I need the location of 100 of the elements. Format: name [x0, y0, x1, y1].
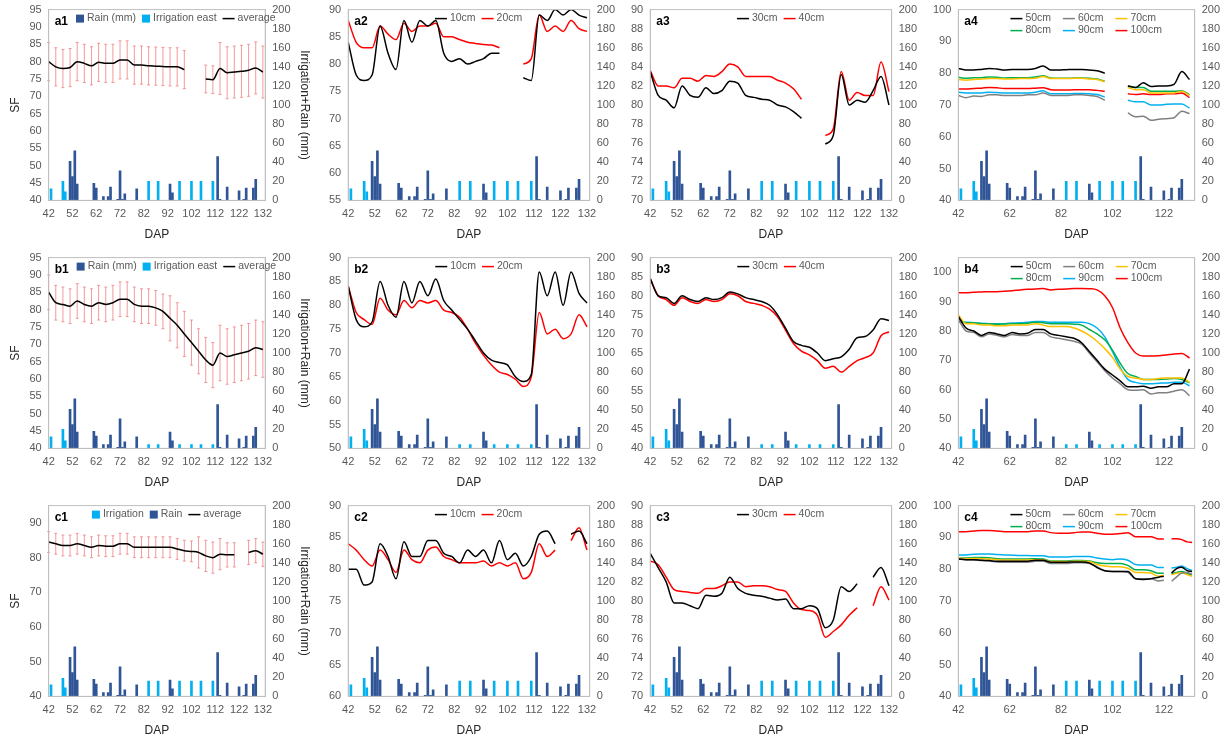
y-tick-label: 90: [328, 498, 342, 511]
y2-tick-label: 20: [1201, 670, 1214, 683]
y-tick-label: 40: [630, 441, 644, 454]
y2-tick-label: 140: [596, 59, 616, 72]
y2-tick-label: 160: [1201, 288, 1221, 301]
y2-tick-label: 180: [272, 269, 291, 282]
y2-tick-label: 80: [596, 613, 609, 626]
x-tick-label: 62: [1003, 207, 1016, 220]
y2-tick-label: 20: [1201, 422, 1214, 435]
y2-tick-label: 100: [898, 594, 918, 607]
legend-label: 10cm: [449, 11, 476, 24]
legend-label: 60cm: [1077, 11, 1104, 24]
x-tick-label: 92: [474, 455, 487, 468]
y-tick-label: 80: [328, 562, 342, 575]
x-tick-label: 82: [750, 455, 763, 468]
y2-tick-label: 200: [272, 498, 291, 511]
y2-tick-label: 20: [898, 422, 911, 435]
y-tick-label: 70: [630, 193, 644, 206]
y-tick-label: 84: [630, 555, 644, 568]
y2-tick-label: 140: [1201, 307, 1221, 320]
y-tick-label: 75: [328, 84, 342, 97]
x-tick-label: 102: [498, 207, 517, 220]
y2-tick-label: 40: [596, 155, 609, 168]
legend-label: 20cm: [496, 507, 523, 520]
x-tick-label: 82: [448, 455, 461, 468]
legend-label: 30cm: [751, 507, 778, 520]
y-tick-label: 65: [328, 369, 342, 382]
y2-tick-label: 120: [1201, 574, 1221, 587]
x-tick-label: 52: [66, 455, 79, 468]
y-tick-label: 78: [630, 117, 644, 130]
y-tick-label: 70: [939, 353, 952, 366]
y2-tick-label: 120: [1201, 78, 1221, 91]
x-axis-title: DAP: [144, 475, 170, 490]
y2-tick-label: 40: [596, 403, 609, 416]
y2-tick-label: 0: [272, 689, 279, 702]
chart-title: b2: [354, 261, 369, 276]
y-tick-label: 80: [939, 562, 952, 575]
y-tick-label: 80: [939, 66, 952, 79]
y-tick-label: 90: [939, 294, 952, 307]
y-tick-label: 50: [29, 406, 42, 419]
y-tick-label: 50: [939, 161, 952, 174]
y-tick-label: 76: [630, 632, 644, 645]
y2-tick-label: 60: [596, 384, 609, 397]
y2-axis-title: Irrigation+Rain (mm): [298, 546, 313, 656]
x-tick-label: 122: [1154, 207, 1174, 220]
x-tick-label: 42: [952, 455, 965, 468]
y2-tick-label: 40: [898, 403, 911, 416]
x-tick-label: 62: [395, 703, 408, 716]
legend-label: 70cm: [1130, 507, 1157, 520]
y-tick-label: 100: [932, 498, 952, 511]
y2-tick-label: 60: [1201, 384, 1214, 397]
legend-label: 90cm: [1077, 23, 1104, 36]
y-tick-label: 72: [630, 670, 644, 683]
y2-tick-label: 60: [272, 384, 285, 397]
legend-label: 10cm: [449, 507, 476, 520]
y2-tick-label: 160: [596, 288, 616, 301]
y2-tick-label: 140: [596, 307, 616, 320]
y2-tick-label: 80: [898, 613, 911, 626]
y2-tick-label: 0: [272, 441, 279, 454]
y2-tick-label: 200: [272, 2, 291, 15]
y-tick-label: 100: [932, 265, 952, 278]
y-tick-label: 50: [939, 657, 952, 670]
y-tick-label: 76: [630, 136, 644, 149]
legend-label: 20cm: [496, 11, 523, 24]
x-tick-label: 102: [800, 207, 819, 220]
y2-tick-label: 40: [596, 651, 609, 664]
x-tick-label: 72: [113, 455, 127, 468]
y2-tick-label: 60: [596, 632, 609, 645]
x-tick-label: 72: [421, 703, 434, 716]
y-tick-label: 50: [29, 158, 42, 171]
y-tick-label: 88: [630, 21, 644, 34]
x-tick-label: 52: [66, 703, 79, 716]
y2-tick-label: 0: [596, 689, 603, 702]
x-tick-label: 72: [421, 207, 434, 220]
y-tick-label: 60: [939, 625, 952, 638]
y-tick-label: 60: [328, 689, 342, 702]
legend-label: 80cm: [1025, 519, 1052, 532]
y-tick-label: 45: [29, 424, 42, 437]
y2-tick-label: 40: [272, 651, 285, 664]
x-tick-label: 42: [42, 455, 55, 468]
x-tick-label: 122: [853, 703, 872, 716]
x-tick-label: 112: [827, 455, 845, 468]
y2-tick-label: 180: [272, 517, 291, 530]
y-tick-label: 55: [29, 389, 42, 402]
chart-title: a4: [964, 13, 979, 28]
x-tick-label: 42: [644, 207, 657, 220]
legend-label: 40cm: [798, 259, 825, 272]
x-tick-label: 102: [182, 703, 201, 716]
y2-tick-label: 180: [1201, 21, 1221, 34]
y-tick-label: 88: [630, 517, 644, 530]
x-tick-label: 102: [1103, 455, 1122, 468]
y2-tick-label: 80: [596, 117, 609, 130]
legend-label: 100cm: [1130, 519, 1163, 532]
y-tick-label: 85: [328, 530, 342, 543]
y2-tick-label: 40: [898, 651, 911, 664]
y2-tick-label: 200: [898, 250, 918, 263]
y2-tick-label: 40: [272, 403, 285, 416]
chart-title: b1: [54, 261, 69, 276]
y-axis-title: SF: [7, 593, 22, 609]
y-axis-title: SF: [7, 97, 22, 113]
